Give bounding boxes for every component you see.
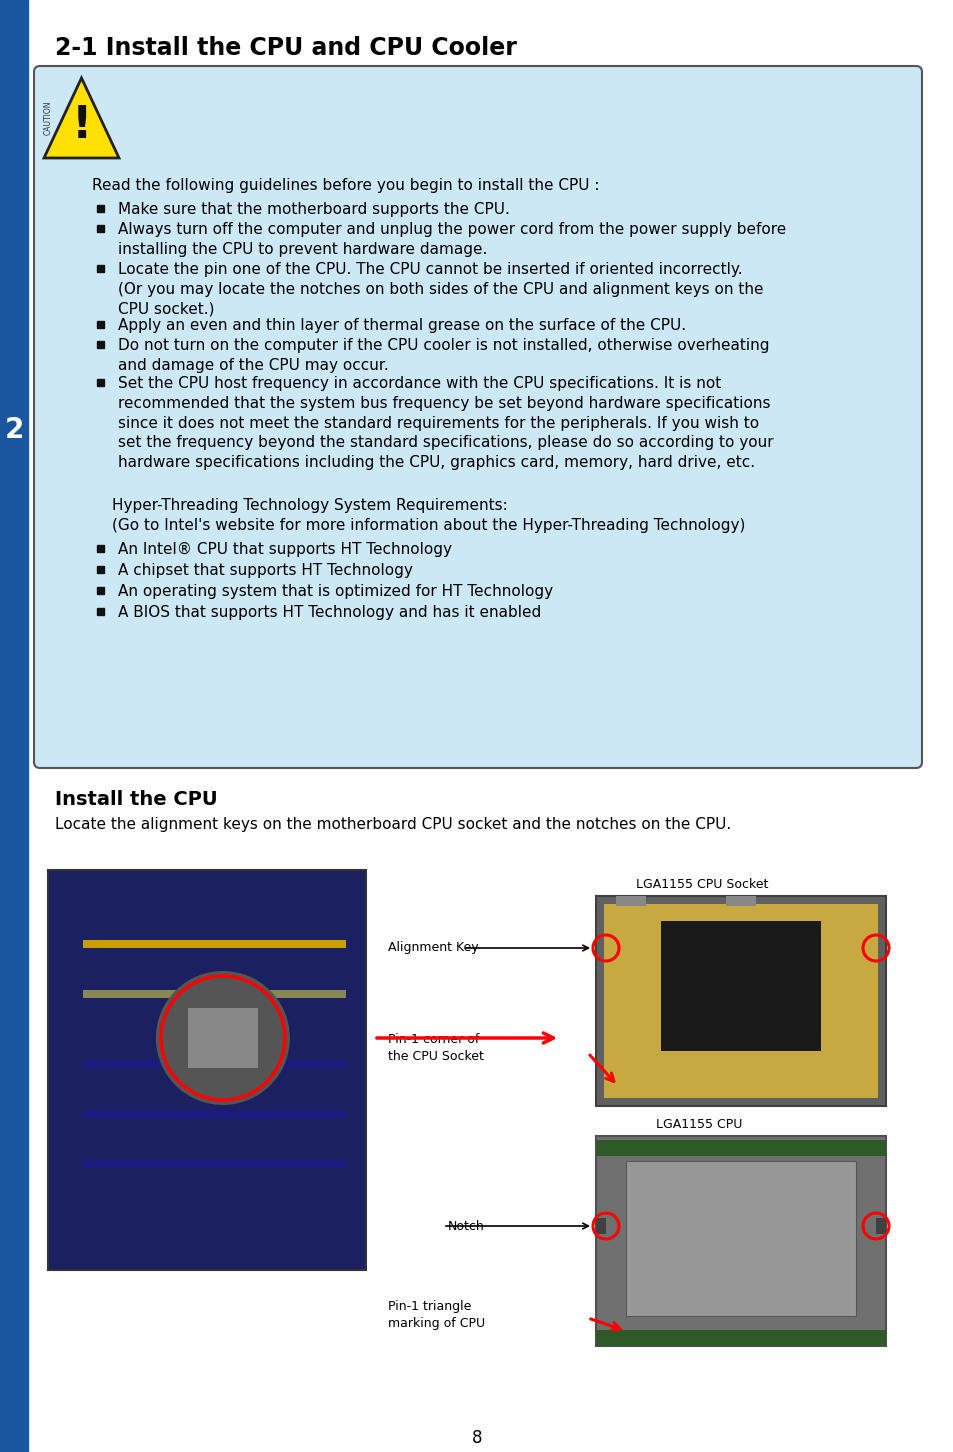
Text: Locate the alignment keys on the motherboard CPU socket and the notches on the C: Locate the alignment keys on the motherb… [55, 817, 731, 832]
Text: 2-1 Install the CPU and CPU Cooler: 2-1 Install the CPU and CPU Cooler [55, 36, 517, 60]
Text: Always turn off the computer and unplug the power cord from the power supply bef: Always turn off the computer and unplug … [118, 222, 785, 257]
Bar [0, 0, 28, 1452]
Bar [725, 896, 755, 906]
Circle shape [155, 971, 290, 1105]
Bar [97, 341, 104, 348]
Text: Install the CPU: Install the CPU [55, 790, 217, 809]
Bar [97, 608, 104, 616]
Bar [83, 990, 346, 998]
Bar [97, 544, 104, 552]
Bar [97, 266, 104, 272]
Text: LGA1155 CPU Socket: LGA1155 CPU Socket [636, 878, 767, 892]
Bar [83, 1060, 346, 1069]
Text: An Intel® CPU that supports HT Technology: An Intel® CPU that supports HT Technolog… [118, 542, 452, 558]
Text: CAUTION: CAUTION [44, 100, 52, 135]
Text: 8: 8 [471, 1429, 482, 1448]
Bar [596, 1218, 605, 1234]
Bar [625, 1162, 855, 1316]
Text: An operating system that is optimized for HT Technology: An operating system that is optimized fo… [118, 584, 553, 600]
Bar [875, 1218, 885, 1234]
Bar [97, 205, 104, 212]
Bar [83, 1160, 346, 1167]
Bar [97, 321, 104, 328]
Bar [48, 870, 366, 1270]
Text: Do not turn on the computer if the CPU cooler is not installed, otherwise overhe: Do not turn on the computer if the CPU c… [118, 338, 769, 373]
Bar [97, 379, 104, 386]
Bar [596, 1140, 885, 1156]
Bar [97, 225, 104, 232]
Bar [660, 921, 821, 1051]
Text: Hyper-Threading Technology System Requirements:: Hyper-Threading Technology System Requir… [112, 498, 507, 513]
Text: Pin-1 triangle
marking of CPU: Pin-1 triangle marking of CPU [388, 1300, 485, 1330]
Bar [188, 1008, 257, 1069]
Bar [97, 566, 104, 574]
Bar [603, 905, 877, 1098]
Text: Pin-1 corner of
the CPU Socket: Pin-1 corner of the CPU Socket [388, 1032, 483, 1063]
Bar [83, 939, 346, 948]
Text: A chipset that supports HT Technology: A chipset that supports HT Technology [118, 563, 413, 578]
Polygon shape [44, 78, 119, 158]
Text: LGA1155 CPU: LGA1155 CPU [656, 1118, 741, 1131]
Text: Alignment Key: Alignment Key [388, 941, 478, 954]
Text: Read the following guidelines before you begin to install the CPU :: Read the following guidelines before you… [91, 179, 598, 193]
Text: !: ! [71, 105, 91, 148]
Text: Notch: Notch [448, 1220, 484, 1233]
Text: A BIOS that supports HT Technology and has it enabled: A BIOS that supports HT Technology and h… [118, 605, 540, 620]
Text: Set the CPU host frequency in accordance with the CPU specifications. It is not
: Set the CPU host frequency in accordance… [118, 376, 773, 470]
Bar [596, 1135, 885, 1346]
Bar [97, 587, 104, 594]
Text: (Go to Intel's website for more information about the Hyper-Threading Technology: (Go to Intel's website for more informat… [112, 518, 744, 533]
Text: 2: 2 [5, 417, 24, 444]
Bar [596, 1330, 885, 1346]
Bar [616, 896, 645, 906]
Bar [83, 1109, 346, 1118]
Text: Locate the pin one of the CPU. The CPU cannot be inserted if oriented incorrectl: Locate the pin one of the CPU. The CPU c… [118, 261, 762, 317]
Text: Make sure that the motherboard supports the CPU.: Make sure that the motherboard supports … [118, 202, 509, 216]
FancyBboxPatch shape [34, 65, 921, 768]
Bar [596, 896, 885, 1106]
Text: Apply an even and thin layer of thermal grease on the surface of the CPU.: Apply an even and thin layer of thermal … [118, 318, 685, 333]
